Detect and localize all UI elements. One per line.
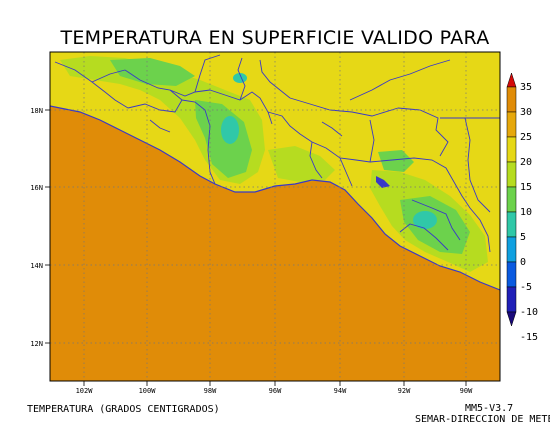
grid [50, 52, 500, 381]
colorbar-segment [506, 136, 517, 163]
organization-label: SEMAR-DIRECCION DE METEO [415, 414, 550, 425]
land-cold-2 [413, 211, 437, 229]
land-cool-4 [378, 150, 414, 172]
variable-label: TEMPERATURA (GRADOS CENTIGRADOS) [27, 404, 220, 415]
colorbar-segment [506, 286, 517, 313]
colorbar-top-arrow [506, 72, 517, 88]
colorbar-label: -5 [520, 282, 532, 293]
colorbar-segment [506, 161, 517, 188]
lat-label: 14N [30, 262, 43, 270]
colorbar-label: -10 [520, 307, 538, 318]
lon-label: 92W [398, 387, 411, 395]
lat-label: 18N [30, 107, 43, 115]
lake [376, 176, 390, 188]
colorbar-label: 20 [520, 157, 532, 168]
colorbar-label: 5 [520, 232, 526, 243]
colorbar-bottom-arrow [506, 311, 517, 327]
colorbar-segment [506, 186, 517, 213]
lon-label: 100W [139, 387, 157, 395]
axis-ticks [45, 109, 467, 386]
colorbar-label: -15 [520, 332, 538, 343]
lon-label: 96W [269, 387, 282, 395]
coastline [50, 105, 500, 291]
colorbar-label: 0 [520, 257, 526, 268]
colorbar-label: 30 [520, 107, 532, 118]
lon-label: 90W [460, 387, 473, 395]
land-cool-2 [110, 58, 195, 86]
colorbar-segment [506, 86, 517, 113]
colorbar-label: 15 [520, 182, 532, 193]
colorbar-label: 35 [520, 82, 532, 93]
land-cold-3 [233, 73, 247, 83]
colorbar-segment [506, 236, 517, 263]
land-cool-3 [400, 196, 470, 254]
land-warm-patch [345, 58, 378, 76]
colorbar-segment [506, 111, 517, 138]
model-label: MM5-V3.7 [465, 403, 514, 414]
colorbar-segment [506, 261, 517, 288]
land-cold-1 [221, 116, 239, 144]
colorbar: 35 30 25 20 15 10 5 0 -5 -10 -15 [506, 72, 538, 343]
colorbar-segment [506, 211, 517, 238]
colorbar-label: 25 [520, 132, 532, 143]
lon-label: 94W [334, 387, 347, 395]
lat-label: 16N [30, 184, 43, 192]
lon-label: 102W [76, 387, 94, 395]
colorbar-label: 10 [520, 207, 532, 218]
lon-label: 98W [204, 387, 217, 395]
lat-label: 12N [30, 340, 43, 348]
boundaries [54, 54, 500, 253]
